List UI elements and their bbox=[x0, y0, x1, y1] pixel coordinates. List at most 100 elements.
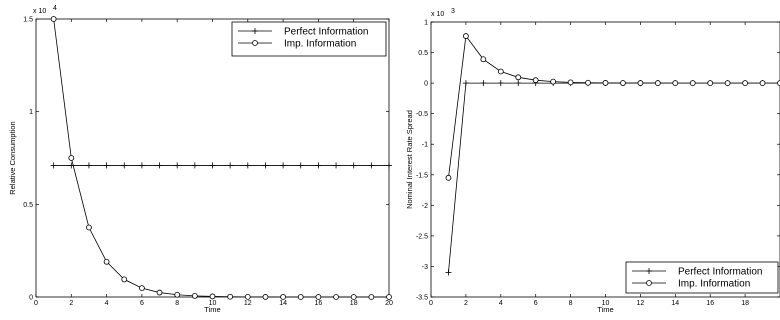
y-tick-label: -1.5 bbox=[416, 172, 428, 179]
data-point bbox=[138, 162, 145, 169]
x-tick-label: 18 bbox=[741, 300, 749, 307]
y-exponent-label: x 10 bbox=[431, 11, 444, 18]
series-line bbox=[448, 82, 780, 273]
data-point bbox=[497, 80, 504, 87]
data-point bbox=[315, 294, 322, 300]
series-perfect-information bbox=[50, 162, 392, 169]
x-tick-label: 10 bbox=[209, 300, 217, 307]
data-point bbox=[637, 80, 644, 86]
series-line bbox=[53, 18, 389, 298]
x-tick-label: 4 bbox=[499, 300, 503, 307]
data-point bbox=[462, 80, 469, 87]
data-point bbox=[103, 258, 110, 265]
data-point bbox=[50, 16, 57, 22]
legend-marker bbox=[252, 40, 258, 46]
y-tick-label: 1 bbox=[424, 20, 428, 27]
legend-marker bbox=[646, 280, 652, 286]
y-tick-label: -1 bbox=[422, 142, 428, 149]
data-point bbox=[174, 291, 181, 298]
y-tick-label: 0.5 bbox=[418, 50, 428, 57]
x-tick-label: 4 bbox=[105, 300, 109, 307]
data-point bbox=[86, 224, 92, 231]
data-point bbox=[532, 77, 539, 84]
data-point bbox=[602, 80, 609, 86]
data-point bbox=[121, 276, 128, 283]
legend-entry: Imp. Information bbox=[238, 39, 356, 50]
plot-frame bbox=[430, 21, 780, 298]
y-axis-label: Nominal Interest Rate Spread bbox=[405, 110, 414, 209]
data-point bbox=[654, 80, 661, 86]
data-point bbox=[121, 162, 128, 169]
data-point bbox=[262, 294, 269, 300]
chart-panel-2: 0 2 4 6 8 10 12 14 16 18 -3.5 -3 -2.5 -2 -1.5 -1 -0.5 0 0.… bbox=[405, 8, 780, 314]
x-tick-label: 10 bbox=[602, 300, 610, 307]
data-point bbox=[462, 33, 469, 39]
data-point bbox=[156, 289, 163, 296]
x-tick-label: 8 bbox=[175, 300, 179, 307]
data-point bbox=[672, 80, 679, 86]
x-tick-label: 0 bbox=[429, 300, 433, 307]
x-tick-label: 8 bbox=[569, 300, 573, 307]
series-line bbox=[448, 35, 780, 178]
data-point bbox=[244, 162, 251, 169]
series-perfect-information bbox=[445, 80, 780, 276]
data-point bbox=[68, 155, 75, 161]
data-point bbox=[515, 80, 522, 87]
data-point bbox=[191, 292, 198, 299]
x-axis-label: Time bbox=[597, 305, 613, 314]
y-tick-label: -0.5 bbox=[416, 111, 428, 118]
data-point bbox=[742, 80, 748, 87]
data-point bbox=[759, 80, 766, 87]
data-point bbox=[368, 162, 375, 169]
data-point bbox=[262, 162, 269, 169]
data-point bbox=[567, 79, 574, 86]
data-point bbox=[227, 293, 234, 300]
data-point bbox=[368, 294, 375, 300]
y-tick-label: 1.5 bbox=[23, 17, 33, 24]
legend-box bbox=[625, 261, 779, 294]
data-point bbox=[244, 293, 251, 300]
data-point bbox=[191, 162, 198, 169]
y-tick-label: -2 bbox=[422, 203, 428, 210]
data-point bbox=[227, 162, 234, 169]
data-point bbox=[445, 269, 452, 276]
series-imp-information bbox=[445, 33, 780, 181]
y-tick-label: 1 bbox=[29, 109, 33, 116]
plot-frame bbox=[35, 18, 390, 298]
legend-entry: Imp. Information bbox=[632, 279, 750, 290]
data-point bbox=[174, 162, 181, 169]
data-point bbox=[386, 294, 392, 300]
x-tick-label: 20 bbox=[385, 300, 393, 307]
x-tick-label: 12 bbox=[637, 300, 645, 307]
legend-label: Perfect Information bbox=[284, 27, 368, 38]
data-point bbox=[297, 162, 304, 169]
y-tick-label: -2.5 bbox=[416, 233, 428, 240]
data-point bbox=[515, 74, 522, 81]
y-exponent-power: 3 bbox=[451, 8, 455, 15]
data-point bbox=[386, 162, 392, 169]
data-point bbox=[280, 162, 287, 169]
data-point bbox=[350, 162, 357, 169]
y-tick-label: 0 bbox=[29, 295, 33, 302]
legend-label: Imp. Information bbox=[678, 279, 750, 290]
data-point bbox=[620, 80, 626, 86]
data-point bbox=[85, 162, 92, 169]
data-point bbox=[209, 162, 216, 169]
x-tick-label: 12 bbox=[244, 300, 252, 307]
legend-label: Imp. Information bbox=[284, 39, 356, 50]
x-tick-label: 16 bbox=[315, 300, 323, 307]
data-point bbox=[333, 162, 340, 169]
data-point bbox=[333, 294, 339, 300]
data-point bbox=[497, 68, 504, 75]
data-point bbox=[156, 162, 163, 169]
data-point bbox=[480, 56, 487, 63]
y-tick-label: -3.5 bbox=[416, 295, 428, 302]
x-tick-label: 6 bbox=[534, 300, 538, 307]
x-axis-label: Time bbox=[204, 305, 220, 314]
y-tick-label: -3 bbox=[422, 264, 428, 271]
data-point bbox=[480, 80, 487, 87]
data-point bbox=[103, 162, 110, 169]
y-exponent-power: 4 bbox=[53, 5, 57, 12]
